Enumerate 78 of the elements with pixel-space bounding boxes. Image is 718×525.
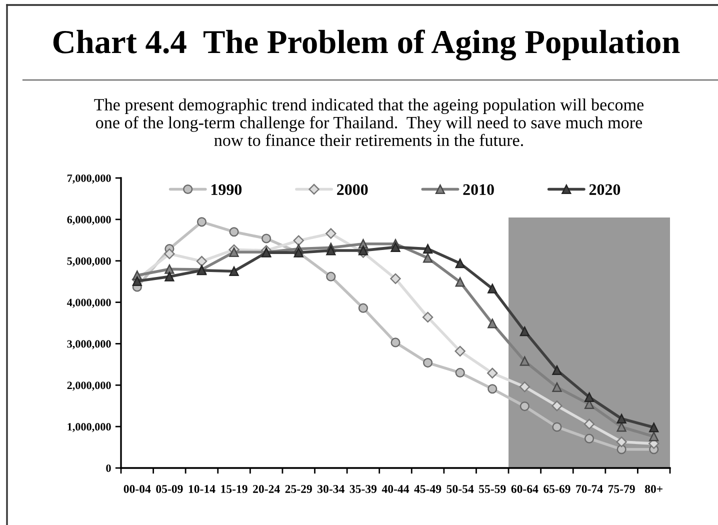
point <box>326 246 336 256</box>
point <box>164 272 174 282</box>
point <box>552 365 562 376</box>
point <box>423 244 433 254</box>
point <box>488 384 498 394</box>
x-tick-label: 80+ <box>644 485 663 493</box>
point <box>488 318 498 328</box>
x-tick-label: 15-19 <box>221 485 248 493</box>
point <box>423 253 433 263</box>
point <box>520 326 530 336</box>
point <box>229 266 239 276</box>
y-tick-label: 6,000,000 <box>67 216 111 226</box>
point <box>390 338 400 348</box>
point <box>358 246 368 256</box>
point <box>616 414 626 424</box>
y-tick-label: 3,000,000 <box>67 340 111 350</box>
x-tick-label: 70-74 <box>576 485 603 493</box>
x-tick-label: 05-09 <box>156 485 183 493</box>
point <box>520 401 530 412</box>
x-tick-label: 25-29 <box>285 485 312 493</box>
x-tick-label: 10-14 <box>188 485 216 493</box>
y-tick-label: 1,000,000 <box>68 423 111 432</box>
point <box>455 368 465 378</box>
chart-subtitle: The present demographic trend indicated that the ageing population will become one of the long-term challenge for Thailand. They will need to save much more now to finance their retirements in the future. <box>94 98 644 146</box>
point <box>552 400 562 412</box>
point <box>455 277 465 287</box>
legend-label: 2010 <box>463 184 494 196</box>
y-tick-label: 5,000,000 <box>67 257 111 266</box>
y-tick-label: 2,000,000 <box>67 382 111 391</box>
point <box>520 356 530 366</box>
x-tick-label: 30-34 <box>318 485 344 493</box>
point <box>390 273 401 284</box>
point <box>552 422 562 432</box>
point <box>649 432 659 442</box>
point <box>584 392 594 402</box>
point <box>164 248 175 260</box>
point <box>196 256 208 267</box>
x-tick-label: 65-69 <box>544 485 570 493</box>
point <box>423 358 433 368</box>
point <box>164 264 174 274</box>
legend-label: 2020 <box>589 184 620 196</box>
point <box>262 234 272 244</box>
point <box>229 227 239 237</box>
legend-label: 2000 <box>337 184 368 196</box>
chart-title: Chart 4.4 The Problem of Aging Population <box>53 30 680 60</box>
point <box>616 436 627 448</box>
x-tick-label: 55-59 <box>479 485 506 493</box>
point <box>422 312 434 323</box>
point <box>519 381 530 392</box>
point <box>229 247 239 257</box>
point <box>584 418 595 430</box>
point <box>454 346 466 357</box>
point <box>293 235 304 246</box>
legend-label: 1990 <box>212 184 242 196</box>
x-tick-label: 35-39 <box>350 485 377 493</box>
x-tick-label: 50-54 <box>446 485 474 493</box>
y-tick-label: 7,000,000 <box>67 174 111 184</box>
x-tick-label: 60-64 <box>511 485 538 493</box>
point <box>358 303 368 313</box>
point <box>488 284 498 294</box>
point <box>455 258 465 268</box>
y-tick-label: 4,000,000 <box>66 298 111 308</box>
point <box>132 276 142 286</box>
x-tick-label: 40-44 <box>382 485 410 493</box>
x-tick-label: 45-49 <box>414 485 442 493</box>
y-tick-label: 0 <box>106 464 111 472</box>
x-tick-label: 20-24 <box>253 485 280 493</box>
point <box>584 434 594 444</box>
point <box>487 368 498 378</box>
point <box>552 382 562 392</box>
point <box>326 228 336 239</box>
point <box>196 217 207 227</box>
x-tick-label: 00-04 <box>124 485 151 493</box>
x-tick-label: 75-79 <box>608 485 635 493</box>
point <box>616 422 626 432</box>
point <box>649 422 659 432</box>
point <box>390 242 400 252</box>
point <box>326 272 336 282</box>
